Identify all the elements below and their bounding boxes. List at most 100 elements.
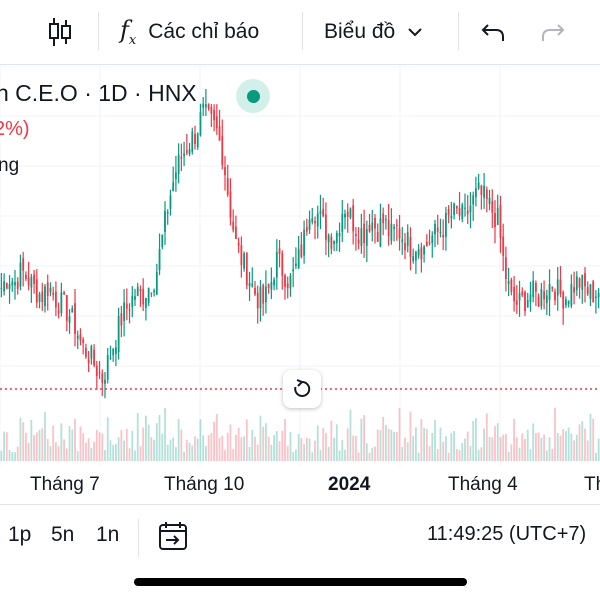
volume-bar bbox=[562, 429, 565, 461]
indicators-button[interactable]: fx Các chỉ báo bbox=[120, 14, 259, 50]
period-button[interactable]: 5n bbox=[51, 523, 75, 546]
volume-bar bbox=[251, 429, 254, 461]
volume-bar bbox=[496, 423, 499, 461]
volume-bar bbox=[439, 427, 442, 461]
volume-bar bbox=[267, 436, 270, 461]
volume-bar bbox=[420, 419, 423, 461]
time-axis[interactable]: Tháng 7 Tháng 10 2024 Tháng 4 Th bbox=[0, 466, 600, 502]
candle-body bbox=[434, 223, 436, 235]
volume-bar bbox=[286, 445, 289, 461]
candles-icon[interactable] bbox=[46, 14, 74, 50]
candle-body bbox=[166, 212, 169, 214]
candle-body bbox=[95, 366, 98, 377]
reset-chart-button[interactable] bbox=[283, 370, 321, 408]
candle-body bbox=[505, 257, 507, 280]
candle-body bbox=[551, 287, 554, 289]
volume-bar bbox=[589, 413, 592, 461]
candle-body bbox=[477, 182, 480, 189]
candle-body bbox=[292, 269, 295, 272]
price-chart[interactable] bbox=[0, 66, 600, 466]
function-icon: fx bbox=[120, 16, 137, 48]
volume-bar bbox=[147, 424, 150, 461]
clock-timezone[interactable]: 11:49:25 (UTC+7) bbox=[427, 523, 587, 545]
volume-bar bbox=[425, 429, 428, 461]
candle-body bbox=[573, 287, 575, 293]
price-chart-svg bbox=[0, 66, 600, 466]
volume-bar bbox=[453, 431, 455, 461]
volume-bar bbox=[240, 437, 243, 461]
undo-button[interactable] bbox=[480, 14, 506, 50]
volume-bar bbox=[395, 432, 398, 461]
volume-bar bbox=[199, 419, 202, 461]
volume-bar bbox=[325, 432, 327, 461]
redo-button[interactable] bbox=[540, 14, 566, 50]
volume-bar bbox=[524, 438, 526, 461]
chart-type-dropdown[interactable]: Biểu đồ bbox=[324, 14, 423, 50]
candle-body bbox=[502, 236, 505, 256]
volume-bar bbox=[510, 444, 513, 461]
candle-body bbox=[393, 226, 395, 229]
volume-bar bbox=[278, 441, 281, 461]
volume-bar bbox=[41, 428, 44, 461]
volume-bar bbox=[202, 435, 205, 461]
candle-body bbox=[55, 291, 57, 308]
volume-bar bbox=[104, 450, 106, 461]
candle-body bbox=[322, 209, 325, 217]
candle-body bbox=[177, 155, 180, 175]
candle-body bbox=[235, 226, 237, 239]
volume-bar bbox=[155, 423, 158, 461]
candle-body bbox=[38, 293, 41, 302]
volume-bar bbox=[349, 409, 352, 461]
volume-bar bbox=[52, 425, 55, 461]
candle-body bbox=[120, 313, 123, 326]
candle-body bbox=[404, 242, 406, 251]
candle-body bbox=[338, 233, 341, 237]
candle-body bbox=[22, 258, 25, 271]
candle-body bbox=[196, 133, 199, 148]
period-button[interactable]: 1p bbox=[8, 523, 32, 546]
candle-body bbox=[412, 256, 415, 262]
symbol-legend[interactable]: n C.E.O · 1D · HNX bbox=[0, 80, 197, 106]
volume-bar bbox=[194, 436, 196, 461]
candle-body bbox=[65, 295, 68, 321]
calendar-arrow-icon bbox=[159, 522, 187, 550]
candle-body bbox=[194, 133, 196, 144]
volume-bar bbox=[35, 432, 38, 461]
candle-body bbox=[240, 245, 243, 265]
candle-body bbox=[136, 286, 139, 297]
candle-body bbox=[199, 112, 202, 136]
candle-body bbox=[139, 289, 142, 292]
go-to-date-button[interactable] bbox=[156, 519, 190, 558]
volume-bar bbox=[101, 433, 104, 461]
volume-bar bbox=[68, 426, 71, 461]
price-change: 2%) bbox=[0, 118, 30, 140]
candle-body bbox=[385, 219, 387, 221]
volume-bar bbox=[398, 408, 401, 461]
candle-body bbox=[128, 309, 131, 311]
candle-body bbox=[278, 248, 281, 255]
volume-bar bbox=[106, 417, 109, 461]
market-status-indicator[interactable] bbox=[236, 79, 270, 113]
volume-bar bbox=[303, 444, 305, 461]
volume-bar bbox=[595, 452, 597, 461]
volume-bar bbox=[229, 424, 232, 461]
volume-legend[interactable]: ng bbox=[0, 155, 20, 176]
volume-bar bbox=[330, 420, 333, 461]
candle-body bbox=[19, 262, 22, 287]
volume-bar bbox=[592, 418, 595, 461]
volume-bar bbox=[177, 418, 180, 461]
candle-body bbox=[488, 197, 491, 205]
period-button[interactable]: 1n bbox=[96, 523, 120, 546]
candle-body bbox=[472, 195, 475, 205]
volume-bar bbox=[385, 425, 387, 461]
candle-body bbox=[510, 279, 513, 292]
volume-bar bbox=[0, 450, 3, 461]
volume-bar bbox=[581, 421, 584, 461]
time-label: Tháng 4 bbox=[448, 474, 518, 495]
toolbar-divider bbox=[302, 12, 303, 50]
candle-body bbox=[355, 234, 357, 237]
volume-bar bbox=[8, 450, 11, 461]
candle-body bbox=[466, 210, 469, 215]
candle-body bbox=[417, 249, 420, 256]
candle-body bbox=[125, 303, 128, 309]
